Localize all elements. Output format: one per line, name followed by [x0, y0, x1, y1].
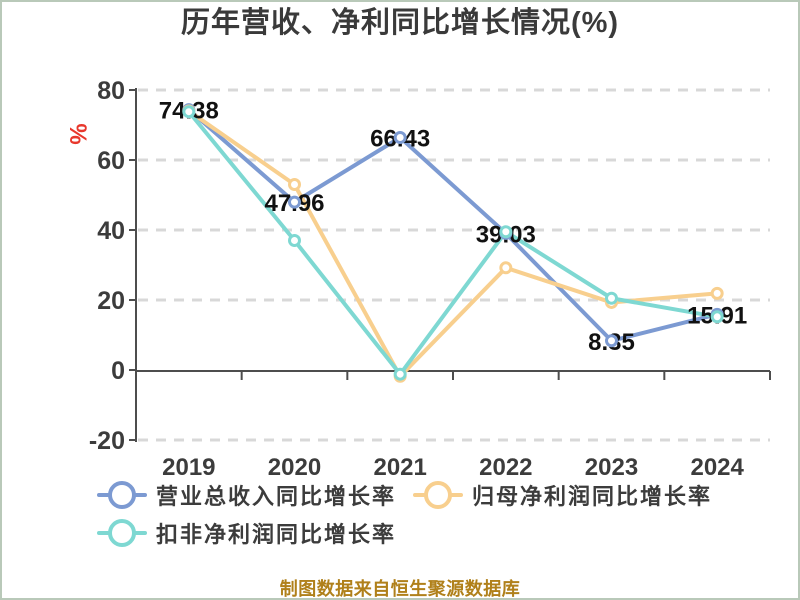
legend-line-marker-icon	[413, 481, 463, 509]
legend-line-marker-icon	[97, 481, 147, 509]
x-tick-label: 2019	[162, 454, 215, 481]
data-point-marker	[288, 178, 301, 191]
data-point-marker	[499, 261, 513, 275]
y-tick-label: 40	[97, 217, 125, 245]
data-point-marker	[182, 105, 196, 119]
data-point-marker	[605, 291, 618, 305]
data-point-marker	[710, 310, 724, 324]
legend-label: 扣非净利润同比增长率	[156, 522, 397, 547]
x-tick-label: 2024	[690, 454, 744, 481]
data-source-note: 制图数据来自恒生聚源数据库	[279, 579, 521, 599]
data-point-marker	[288, 234, 301, 247]
x-tick-label: 2020	[268, 454, 321, 481]
x-tick-label: 2021	[373, 454, 426, 481]
series-line	[186, 107, 720, 343]
data-point-marker	[393, 130, 407, 144]
y-tick-label: -20	[89, 427, 125, 455]
legend-label: 营业总收入同比增长率	[156, 484, 397, 509]
x-tick-label: 2023	[585, 454, 638, 481]
y-tick-label: 60	[97, 147, 125, 175]
x-tick-label: 2022	[479, 454, 532, 481]
data-point-marker	[288, 195, 301, 209]
data-point-marker	[710, 286, 724, 300]
data-point-marker	[605, 334, 618, 348]
y-tick-label: 20	[97, 287, 125, 315]
legend-line-marker-icon	[97, 519, 147, 547]
series-line	[186, 109, 720, 377]
legend-item-net-profit-growth[interactable]: 归母净利润同比增长率	[413, 481, 712, 509]
chart-title: 历年营收、净利同比增长情况(%)	[180, 7, 620, 39]
legend-item-revenue-growth[interactable]: 营业总收入同比增长率	[97, 481, 396, 509]
series-line	[186, 109, 720, 379]
y-tick-label: 0	[111, 357, 125, 385]
legend-label: 归母净利润同比增长率	[472, 484, 713, 509]
data-point-marker	[499, 225, 513, 239]
y-tick-label: 80	[97, 77, 125, 105]
data-point-marker	[393, 367, 407, 381]
legend-item-deducted-net-profit-growth[interactable]: 扣非净利润同比增长率	[97, 519, 396, 547]
